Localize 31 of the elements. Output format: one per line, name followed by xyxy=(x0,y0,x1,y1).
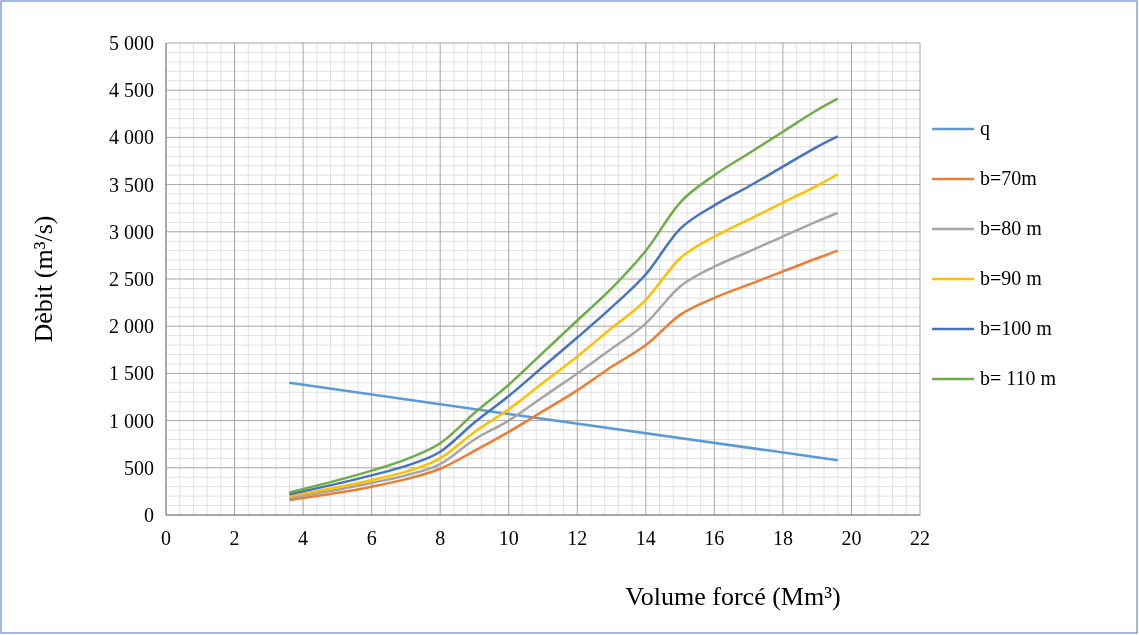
x-tick-label: 0 xyxy=(161,527,171,549)
y-tick-label: 5 000 xyxy=(109,32,154,54)
x-tick-label: 16 xyxy=(704,527,725,549)
x-tick-label: 18 xyxy=(772,527,793,549)
y-tick-label: 500 xyxy=(124,456,154,479)
legend-label: b=90 m xyxy=(980,267,1043,289)
x-tick-label: 4 xyxy=(298,527,309,549)
x-tick-label: 10 xyxy=(498,527,519,549)
y-tick-label: 3 500 xyxy=(109,173,154,196)
legend-label: b=70m xyxy=(980,167,1038,189)
y-tick-label: 1 000 xyxy=(109,409,154,432)
y-tick-label: 3 000 xyxy=(109,220,154,243)
y-tick-label: 4 500 xyxy=(109,79,154,102)
x-tick-label: 8 xyxy=(435,527,446,549)
x-tick-label: 14 xyxy=(635,527,656,549)
legend-label: q xyxy=(980,117,990,140)
y-tick-label: 2 000 xyxy=(109,315,154,338)
y-tick-label: 4 000 xyxy=(109,126,154,149)
legend-label: b= 110 m xyxy=(980,367,1057,389)
x-tick-label: 2 xyxy=(229,527,240,549)
y-tick-label: 2 500 xyxy=(109,268,154,290)
legend-label: b=100 m xyxy=(980,317,1053,339)
y-tick-label: 1 500 xyxy=(109,362,154,385)
x-tick-label: 20 xyxy=(841,527,862,549)
x-tick-label: 22 xyxy=(910,527,930,549)
x-axis-title: Volume forcé (Mm³) xyxy=(625,582,841,611)
x-tick-label: 6 xyxy=(366,527,377,549)
y-axis-title: Dèbit (m³/s) xyxy=(29,215,58,343)
legend-label: b=80 m xyxy=(980,217,1043,239)
x-tick-label: 12 xyxy=(567,527,588,549)
y-tick-label: 0 xyxy=(144,504,154,526)
